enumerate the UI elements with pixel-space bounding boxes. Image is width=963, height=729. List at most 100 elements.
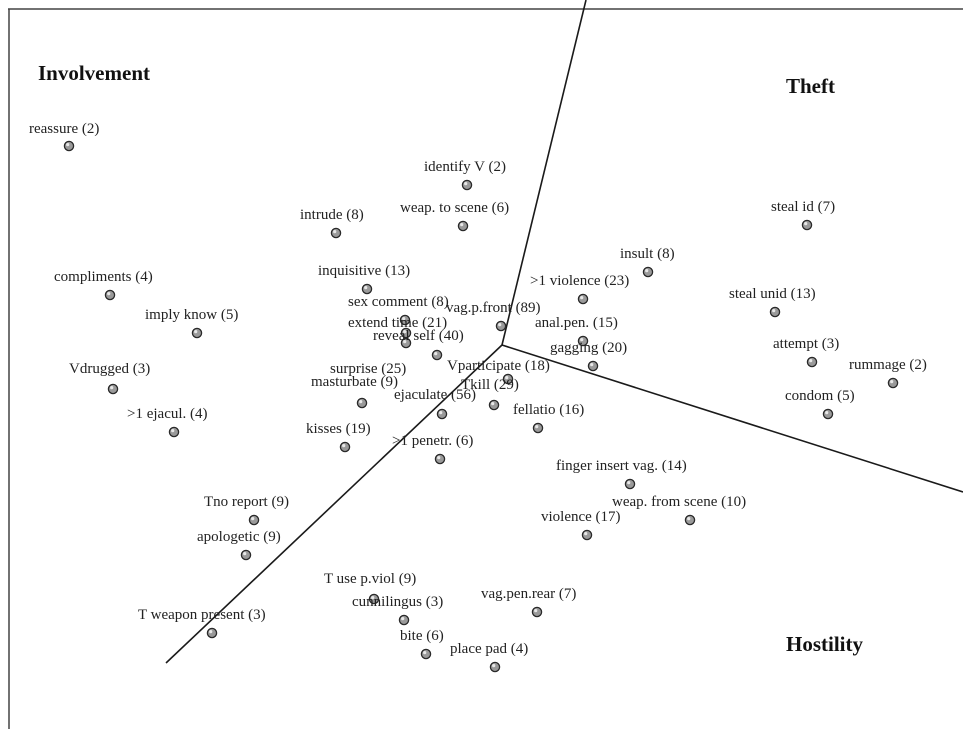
point-highlight-sex-comment <box>402 317 406 321</box>
point-highlight-gagging <box>590 363 594 367</box>
point-label-intrude: intrude (8) <box>300 207 364 223</box>
point-anal-pen: anal.pen. (15) <box>535 315 618 347</box>
region-label-theft: Theft <box>786 74 835 98</box>
point-vag-p-front: vag.p.front (89) <box>446 300 541 332</box>
point-reassure: reassure (2) <box>29 121 99 152</box>
point-highlight-finger-insert-vag <box>627 481 631 485</box>
point-label-gt1-violence: >1 violence (23) <box>530 273 629 289</box>
point-label-compliments: compliments (4) <box>54 269 153 285</box>
point-highlight-weap-to-scene <box>460 223 464 227</box>
point-gagging: gagging (20) <box>550 340 627 372</box>
point-marker-apologetic <box>240 549 252 561</box>
point-marker-inquisitive <box>361 283 373 295</box>
point-marker-imply-know <box>191 327 203 339</box>
point-label-t-weapon-present: T weapon present (3) <box>138 607 266 623</box>
point-highlight-rummage <box>890 380 894 384</box>
point-label-imply-know: imply know (5) <box>145 307 238 323</box>
point-label-steal-unid: steal unid (13) <box>729 286 816 302</box>
point-label-surprise: surprise (25) <box>330 361 406 377</box>
point-marker-ejaculate <box>436 408 448 420</box>
point-highlight-cunnilingus <box>401 617 405 621</box>
point-label-attempt: attempt (3) <box>773 336 839 352</box>
point-marker-reassure <box>63 140 75 152</box>
point-highlight-vdrugged <box>110 386 114 390</box>
point-highlight-imply-know <box>194 330 198 334</box>
point-violence: violence (17) <box>541 509 621 541</box>
divider-to-bottom-left <box>165 344 503 664</box>
behaviour-points: reassure (2) identify V (2) weap. to scene… <box>29 121 927 673</box>
point-tno-report: Tno report (9) <box>204 494 289 526</box>
point-label-identify-v: identify V (2) <box>424 159 506 175</box>
point-label-gagging: gagging (20) <box>550 340 627 356</box>
point-highlight-gt1-ejacul <box>171 429 175 433</box>
point-extend-time: extend time (21) <box>348 315 447 339</box>
point-label-kisses: kisses (19) <box>306 421 371 437</box>
point-highlight-steal-id <box>804 222 808 226</box>
point-highlight-t-weapon-present <box>209 630 213 634</box>
point-highlight-reassure <box>66 143 70 147</box>
point-marker-gt1-ejacul <box>168 426 180 438</box>
point-bite: bite (6) <box>400 628 444 660</box>
point-marker-kisses <box>339 441 351 453</box>
point-tkill: Tkill (29) <box>461 377 519 411</box>
point-weap-to-scene: weap. to scene (6) <box>400 200 509 232</box>
point-highlight-gt1-penetr <box>437 456 441 460</box>
point-label-rummage: rummage (2) <box>849 357 927 373</box>
point-highlight-insult <box>645 269 649 273</box>
region-labels: Involvement Theft Hostility <box>38 61 863 656</box>
point-highlight-bite <box>423 651 427 655</box>
point-highlight-masturbate <box>359 400 363 404</box>
point-label-extend-time: extend time (21) <box>348 315 447 331</box>
point-highlight-reveal-self <box>403 340 407 344</box>
point-label-masturbate: masturbate (9) <box>311 374 398 390</box>
point-marker-cunnilingus <box>398 614 410 626</box>
region-label-involvement: Involvement <box>38 61 150 85</box>
point-highlight-intrude <box>333 230 337 234</box>
point-label-finger-insert-vag: finger insert vag. (14) <box>556 458 687 474</box>
point-label-reassure: reassure (2) <box>29 121 99 137</box>
point-marker-compliments <box>104 289 116 301</box>
point-highlight-tkill <box>491 402 495 406</box>
point-attempt: attempt (3) <box>773 336 839 368</box>
point-weap-from-scene: weap. from scene (10) <box>612 494 746 526</box>
point-highlight-fellatio <box>535 425 539 429</box>
point-t-use-p-viol: T use p.viol (9) <box>324 571 416 605</box>
point-label-tkill: Tkill (29) <box>461 377 519 393</box>
point-label-condom: condom (5) <box>785 388 855 404</box>
point-marker-vag-pen-rear <box>531 606 543 618</box>
point-steal-id: steal id (7) <box>771 199 835 231</box>
point-inquisitive: inquisitive (13) <box>318 263 410 295</box>
point-imply-know: imply know (5) <box>145 307 238 339</box>
point-label-steal-id: steal id (7) <box>771 199 835 215</box>
point-highlight-condom <box>825 411 829 415</box>
point-vdrugged: Vdrugged (3) <box>69 361 150 395</box>
point-steal-unid: steal unid (13) <box>729 286 816 318</box>
point-rummage: rummage (2) <box>849 357 927 389</box>
point-gt1-ejacul: >1 ejacul. (4) <box>127 406 208 438</box>
point-marker-place-pad <box>489 661 501 673</box>
point-label-place-pad: place pad (4) <box>450 641 528 657</box>
point-marker-vdrugged <box>107 383 119 395</box>
region-dividers <box>165 0 963 664</box>
point-marker-masturbate <box>356 397 368 409</box>
point-highlight-weap-from-scene <box>687 517 691 521</box>
point-identify-v: identify V (2) <box>424 159 506 191</box>
point-condom: condom (5) <box>785 388 855 420</box>
divider-to-right <box>501 344 963 493</box>
point-label-insult: insult (8) <box>620 246 675 262</box>
point-label-gt1-penetr: >1 penetr. (6) <box>392 433 473 449</box>
point-marker-surprise <box>431 349 443 361</box>
point-highlight-t-use-p-viol <box>371 596 375 600</box>
point-ejaculate: ejaculate (56) <box>394 387 476 420</box>
point-highlight-tno-report <box>251 517 255 521</box>
point-marker-weap-to-scene <box>457 220 469 232</box>
point-marker-intrude <box>330 227 342 239</box>
point-marker-fellatio <box>532 422 544 434</box>
point-fellatio: fellatio (16) <box>513 402 584 434</box>
point-marker-gt1-penetr <box>434 453 446 465</box>
point-label-bite: bite (6) <box>400 628 444 644</box>
point-masturbate: masturbate (9) <box>311 374 398 409</box>
point-label-vag-p-front: vag.p.front (89) <box>446 300 541 316</box>
point-label-vparticipate: Vparticipate (18) <box>447 358 550 374</box>
point-insult: insult (8) <box>620 246 675 278</box>
